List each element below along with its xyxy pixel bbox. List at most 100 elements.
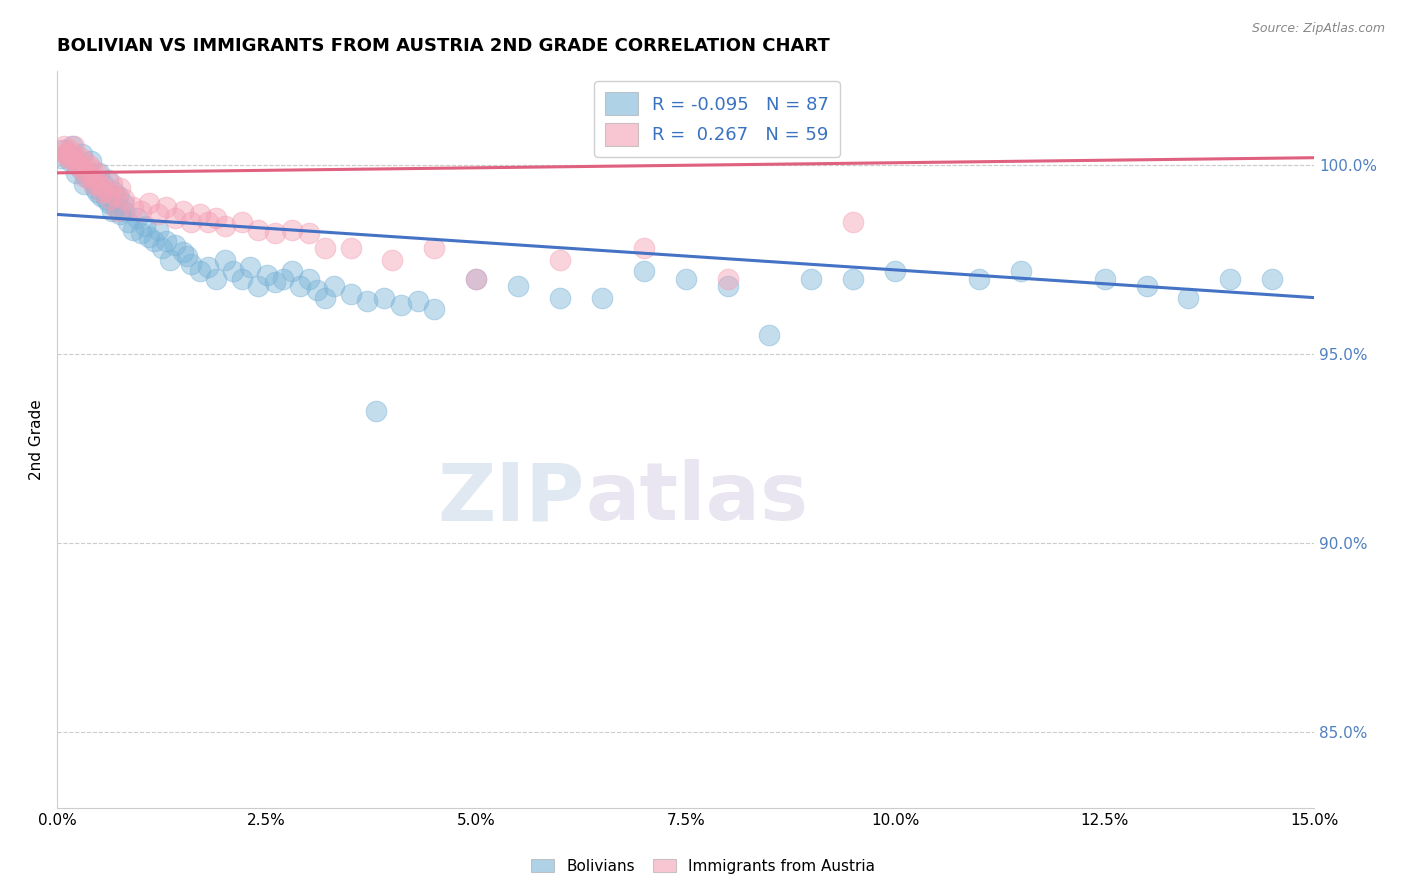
Point	[142, 234, 165, 248]
Point	[322, 279, 344, 293]
Text: ZIP: ZIP	[437, 459, 585, 537]
Point	[423, 242, 446, 256]
Point	[506, 279, 529, 293]
Point	[90, 185, 112, 199]
Point	[129, 227, 152, 241]
Point	[155, 200, 177, 214]
Point	[548, 252, 571, 267]
Point	[65, 154, 87, 169]
Point	[231, 215, 253, 229]
Point	[121, 200, 143, 214]
Point	[77, 166, 100, 180]
Point	[76, 166, 98, 180]
Point	[146, 222, 169, 236]
Point	[60, 151, 83, 165]
Point	[281, 264, 304, 278]
Point	[273, 271, 295, 285]
Point	[117, 215, 139, 229]
Point	[188, 207, 211, 221]
Point	[716, 279, 738, 293]
Point	[197, 260, 219, 275]
Point	[55, 147, 77, 161]
Point	[77, 158, 100, 172]
Point	[100, 177, 122, 191]
Point	[138, 230, 160, 244]
Point	[82, 173, 104, 187]
Point	[98, 196, 121, 211]
Point	[197, 215, 219, 229]
Point	[86, 185, 108, 199]
Point	[91, 177, 114, 191]
Point	[373, 291, 395, 305]
Point	[633, 242, 655, 256]
Point	[72, 162, 94, 177]
Point	[138, 196, 160, 211]
Point	[69, 151, 91, 165]
Point	[800, 271, 823, 285]
Point	[73, 154, 96, 169]
Point	[96, 185, 118, 199]
Point	[59, 143, 82, 157]
Point	[180, 256, 202, 270]
Point	[239, 260, 262, 275]
Point	[104, 188, 127, 202]
Point	[129, 203, 152, 218]
Point	[90, 188, 112, 202]
Point	[108, 181, 131, 195]
Point	[172, 245, 194, 260]
Point	[112, 203, 135, 218]
Point	[60, 147, 83, 161]
Point	[69, 162, 91, 177]
Point	[163, 211, 186, 226]
Point	[591, 291, 613, 305]
Point	[465, 271, 488, 285]
Point	[205, 271, 228, 285]
Point	[1010, 264, 1032, 278]
Point	[146, 207, 169, 221]
Point	[107, 203, 129, 218]
Point	[51, 151, 73, 165]
Point	[967, 271, 990, 285]
Point	[339, 286, 361, 301]
Point	[84, 173, 107, 187]
Point	[125, 211, 148, 226]
Text: atlas: atlas	[585, 459, 808, 537]
Point	[52, 139, 75, 153]
Point	[1135, 279, 1157, 293]
Point	[51, 143, 73, 157]
Point	[96, 173, 118, 187]
Legend: R = -0.095   N = 87, R =  0.267   N = 59: R = -0.095 N = 87, R = 0.267 N = 59	[595, 81, 839, 156]
Point	[107, 188, 129, 202]
Point	[231, 271, 253, 285]
Point	[134, 219, 156, 233]
Point	[73, 177, 96, 191]
Point	[89, 166, 111, 180]
Point	[364, 404, 387, 418]
Point	[298, 227, 321, 241]
Point	[65, 158, 87, 172]
Point	[180, 215, 202, 229]
Point	[155, 234, 177, 248]
Point	[100, 203, 122, 218]
Point	[150, 242, 173, 256]
Point	[1219, 271, 1241, 285]
Point	[80, 169, 103, 184]
Point	[63, 151, 86, 165]
Point	[247, 222, 270, 236]
Point	[52, 143, 75, 157]
Text: BOLIVIAN VS IMMIGRANTS FROM AUSTRIA 2ND GRADE CORRELATION CHART: BOLIVIAN VS IMMIGRANTS FROM AUSTRIA 2ND …	[58, 37, 830, 55]
Y-axis label: 2nd Grade: 2nd Grade	[30, 399, 44, 480]
Point	[256, 268, 278, 282]
Point	[108, 207, 131, 221]
Point	[264, 227, 287, 241]
Point	[264, 276, 287, 290]
Point	[214, 219, 236, 233]
Point	[675, 271, 697, 285]
Point	[176, 249, 198, 263]
Point	[548, 291, 571, 305]
Point	[56, 147, 79, 161]
Point	[1177, 291, 1199, 305]
Point	[314, 242, 336, 256]
Point	[76, 169, 98, 184]
Point	[1261, 271, 1284, 285]
